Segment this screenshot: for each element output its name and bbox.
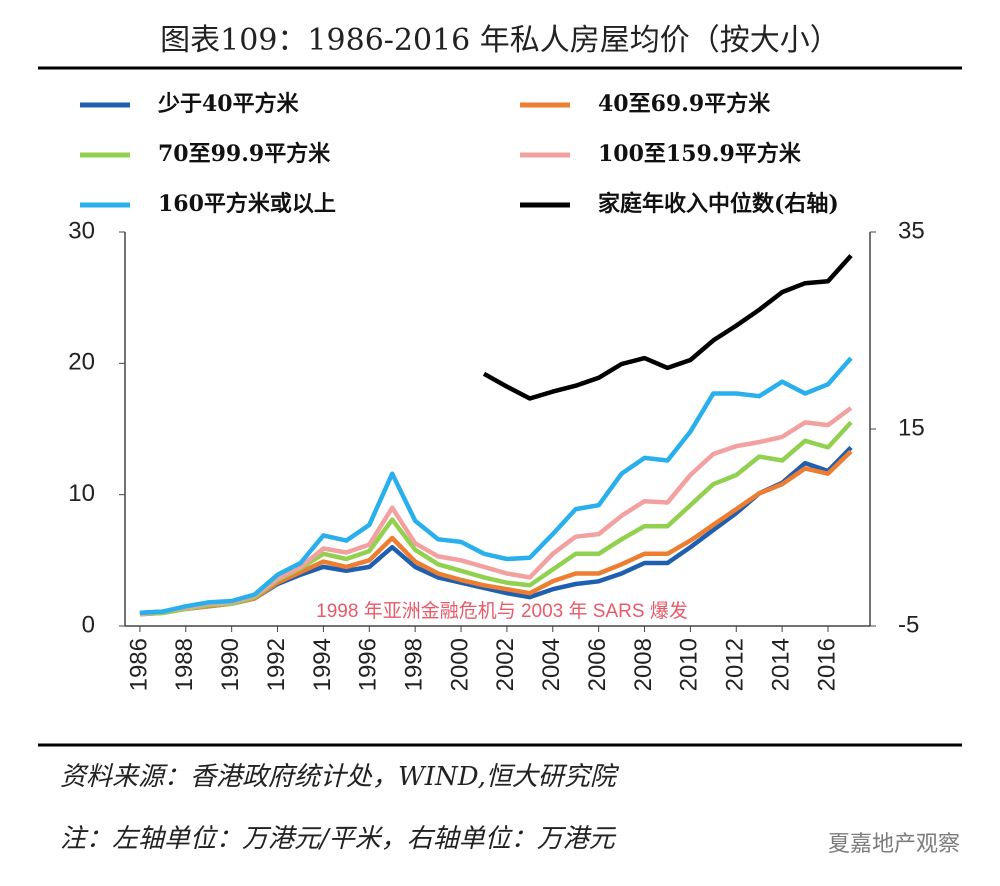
x-tick-label: 2006 xyxy=(584,638,611,691)
legend-label: 少于40平方米 xyxy=(157,91,300,117)
x-tick-label: 1988 xyxy=(171,638,198,691)
y2-tick-label: 35 xyxy=(898,217,925,244)
x-tick-label: 2014 xyxy=(767,638,794,691)
x-tick-label: 2000 xyxy=(446,638,473,691)
x-tick-label: 1992 xyxy=(263,638,290,691)
y-tick-label: 0 xyxy=(82,611,95,638)
x-tick-label: 2004 xyxy=(538,638,565,691)
x-tick-label: 2010 xyxy=(676,638,703,691)
annotation: 1998 年亚洲金融危机与 2003 年 SARS 爆发 xyxy=(316,600,688,622)
y2-tick-label: 15 xyxy=(898,414,925,441)
y-tick-label: 20 xyxy=(68,349,95,376)
series-line xyxy=(482,254,853,401)
x-tick-label: 1990 xyxy=(217,638,244,691)
y-tick-label: 30 xyxy=(68,217,95,244)
series-line xyxy=(139,406,853,617)
note: 注：左轴单位：万港元/平米，右轴单位：万港元 xyxy=(60,824,617,854)
x-tick-label: 1998 xyxy=(400,638,427,691)
x-tick-label: 2016 xyxy=(813,638,840,691)
x-tick-label: 1986 xyxy=(125,638,152,691)
legend-label: 100至159.9平方米 xyxy=(598,141,802,167)
legend-label: 家庭年收入中位数(右轴) xyxy=(598,191,839,217)
legend-label: 40至69.9平方米 xyxy=(598,91,771,117)
y2-tick-label: -5 xyxy=(898,611,919,638)
chart-title: 图表109：1986-2016 年私人房屋均价（按大小） xyxy=(160,23,840,58)
x-tick-label: 2012 xyxy=(722,638,749,691)
source: 资料来源：香港政府统计处，WIND,恒大研究院 xyxy=(60,762,620,792)
series-line xyxy=(139,356,853,616)
x-tick-label: 1996 xyxy=(355,638,382,691)
x-tick-label: 1994 xyxy=(309,638,336,691)
x-tick-label: 2008 xyxy=(630,638,657,691)
y-tick-label: 10 xyxy=(68,480,95,507)
x-tick-label: 2002 xyxy=(492,638,519,691)
legend-label: 160平方米或以上 xyxy=(158,191,336,217)
watermark: 夏嘉地产观察 xyxy=(828,832,960,857)
legend-label: 70至99.9平方米 xyxy=(158,141,331,167)
